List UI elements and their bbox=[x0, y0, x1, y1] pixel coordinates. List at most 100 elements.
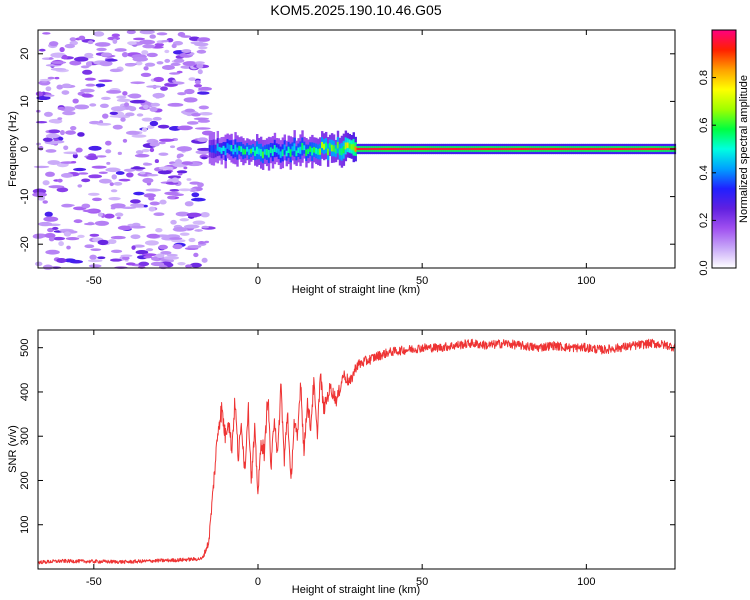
spectrogram-noise-blob bbox=[95, 83, 106, 88]
spectrogram-signal-cell bbox=[657, 147, 661, 151]
spectrogram-signal-cell bbox=[445, 147, 448, 151]
spectrogram-noise-blob bbox=[193, 117, 210, 121]
spectrogram-noise-blob bbox=[127, 41, 137, 45]
spectrogram-noise-blob bbox=[131, 134, 147, 138]
spectrogram-noise-blob bbox=[43, 94, 55, 97]
spectrogram-signal-cell bbox=[474, 147, 478, 151]
spectrogram-signal-cell bbox=[472, 147, 476, 151]
spectrogram-signal-cell bbox=[496, 147, 499, 151]
spectrogram-signal-cell bbox=[622, 147, 625, 151]
spectrogram-noise-blob bbox=[180, 35, 192, 38]
spectrogram-y-axis-label: Frequency (Hz) bbox=[7, 111, 19, 187]
spectrogram-noise-blob bbox=[189, 181, 201, 185]
spectrogram-noise-blob bbox=[44, 233, 56, 239]
spectrogram-signal-cell bbox=[336, 142, 340, 149]
spectrogram-noise-blob bbox=[193, 83, 203, 88]
spectrogram-signal-cell bbox=[218, 146, 221, 152]
spectrogram-signal-cell bbox=[665, 147, 669, 151]
spectrogram-signal-cell bbox=[348, 143, 352, 149]
spectrogram-noise-blob bbox=[145, 188, 162, 192]
spectrogram-noise-blob bbox=[181, 49, 192, 53]
spectrogram-signal-cell bbox=[600, 147, 604, 151]
spectrogram-noise-blob bbox=[140, 72, 152, 77]
spectrogram-x-axis-label: Height of straight line (km) bbox=[292, 284, 420, 296]
spectrogram-signal-cell bbox=[362, 147, 365, 151]
spectrogram-noise-blob bbox=[74, 104, 90, 110]
spectrogram-noise-blob bbox=[59, 46, 65, 53]
spectrogram-signal-cell bbox=[478, 147, 482, 151]
spectrogram-noise-blob bbox=[161, 65, 175, 70]
spectrogram-noise-blob bbox=[111, 33, 120, 38]
spectrogram-signal-cell bbox=[579, 147, 582, 151]
snr-y-tick-label: 400 bbox=[19, 383, 31, 401]
spectrogram-noise-blob bbox=[42, 264, 54, 270]
spectrogram-noise-blob bbox=[172, 227, 188, 232]
snr-y-tick-label: 200 bbox=[19, 471, 31, 489]
snr-frame bbox=[37, 329, 676, 570]
spectrogram-signal-cell bbox=[549, 147, 552, 151]
spectrogram-signal-cell bbox=[425, 147, 428, 151]
spectrogram-noise-blob bbox=[53, 138, 59, 141]
spectrogram-signal-cell bbox=[271, 148, 275, 156]
spectrogram-noise-blob bbox=[135, 150, 144, 155]
spectrogram-signal-cell bbox=[504, 147, 507, 151]
spectrogram-signal-cell bbox=[636, 147, 639, 151]
spectrogram-noise-blob bbox=[70, 161, 77, 164]
spectrogram-noise-blob bbox=[125, 130, 140, 135]
spectrogram-signal-cell bbox=[269, 147, 273, 154]
spectrogram-noise-blob bbox=[69, 37, 77, 42]
spectrogram-signal-cell bbox=[259, 149, 263, 157]
spectrogram-signal-cell bbox=[338, 148, 342, 155]
spectrogram-signal-cell bbox=[346, 142, 350, 148]
spectrogram-noise-blob bbox=[109, 68, 122, 73]
spectrogram-noise-blob bbox=[43, 216, 59, 222]
spectrogram-signal-cell bbox=[257, 148, 261, 155]
spectrogram-noise-blob bbox=[201, 156, 208, 160]
spectrogram-signal-cell bbox=[535, 147, 539, 151]
spectrogram-noise-blob bbox=[61, 90, 70, 95]
spectrogram-signal-cell bbox=[352, 143, 355, 151]
spectrogram-noise-blob bbox=[94, 42, 111, 47]
spectrogram-noise-blob bbox=[77, 172, 89, 175]
spectrogram-signal-cell bbox=[358, 147, 361, 151]
spectrogram-y-tick-label: 20 bbox=[19, 48, 31, 60]
spectrogram-noise-blob bbox=[159, 138, 175, 142]
spectrogram-signal-cell bbox=[602, 147, 606, 151]
spectrogram-noise-blob bbox=[122, 138, 128, 143]
spectrogram-noise-blob bbox=[48, 129, 61, 134]
spectrogram-signal-cell bbox=[525, 147, 529, 151]
spectrogram-noise-blob bbox=[48, 118, 63, 124]
spectrogram-noise-blob bbox=[156, 253, 165, 259]
spectrogram-signal-cell bbox=[423, 147, 426, 151]
spectrogram-noise-blob bbox=[107, 36, 121, 41]
spectrogram-signal-cell bbox=[512, 147, 515, 151]
spectrogram-noise-blob bbox=[146, 52, 158, 58]
spectrogram-noise-blob bbox=[57, 178, 63, 183]
spectrogram-signal-cell bbox=[626, 147, 629, 151]
spectrogram-signal-cell bbox=[403, 147, 407, 151]
spectrogram-noise-blob bbox=[161, 39, 169, 43]
spectrogram-noise-blob bbox=[82, 69, 93, 75]
spectrogram-noise-blob bbox=[87, 192, 100, 196]
spectrogram-noise-blob bbox=[126, 172, 134, 178]
spectrogram-signal-cell bbox=[378, 147, 381, 151]
spectrogram-noise-blob bbox=[149, 147, 155, 153]
spectrogram-noise-blob bbox=[50, 61, 67, 64]
spectrogram-noise-blob bbox=[194, 61, 205, 65]
spectrogram-noise-blob bbox=[172, 79, 177, 83]
spectrogram-noise-blob bbox=[169, 189, 180, 192]
spectrogram-noise-blob bbox=[136, 113, 144, 117]
spectrogram-noise-blob bbox=[110, 106, 126, 112]
spectrogram-signal-cell bbox=[250, 148, 253, 154]
spectrogram-noise-blob bbox=[54, 76, 60, 80]
spectrogram-noise-blob bbox=[158, 265, 168, 270]
spectrogram-signal-cell bbox=[212, 145, 216, 153]
spectrogram-noise-blob bbox=[35, 120, 48, 124]
chart-title: KOM5.2025.190.10.46.G05 bbox=[270, 2, 441, 18]
spectrogram-noise-blob bbox=[147, 125, 155, 129]
spectrogram-signal-cell bbox=[571, 147, 574, 151]
spectrogram-signal-cell bbox=[236, 147, 239, 155]
spectrogram-noise-blob bbox=[56, 84, 64, 90]
spectrogram-noise-blob bbox=[154, 159, 159, 164]
spectrogram-noise-blob bbox=[97, 212, 103, 217]
